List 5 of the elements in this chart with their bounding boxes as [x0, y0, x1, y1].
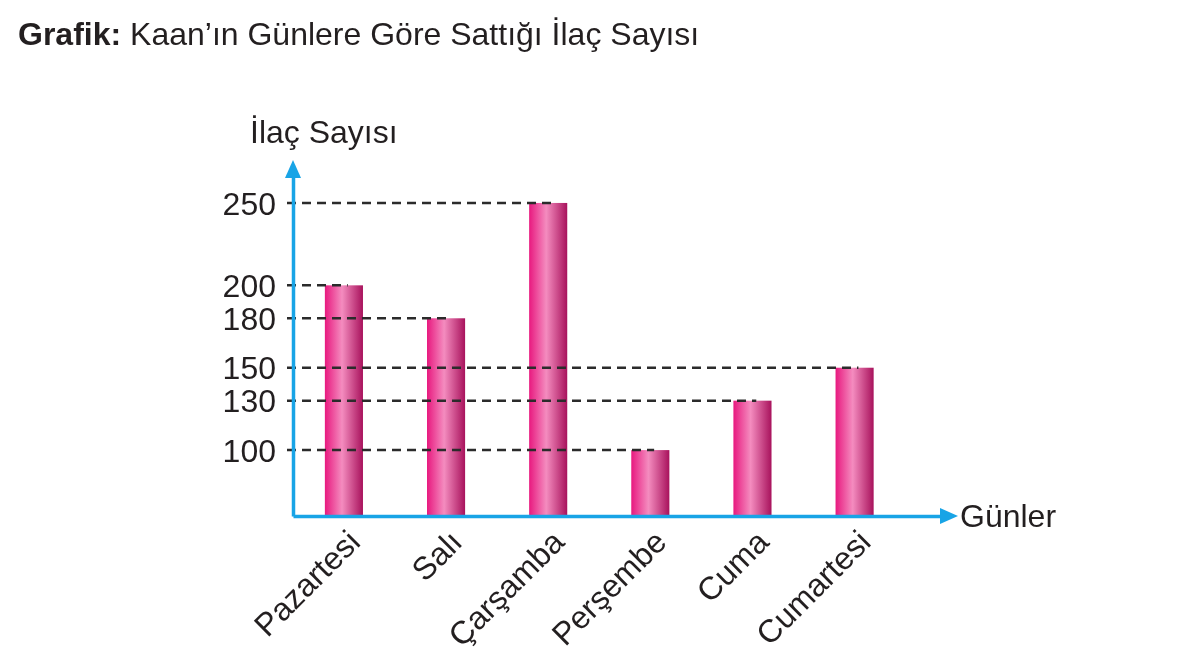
x-axis-title: Günler — [960, 498, 1057, 535]
y-tick-label: 100 — [222, 432, 276, 469]
chart-title: Grafik: Kaan’ın Günlere Göre Sattığı İlaç Sayısı — [18, 16, 700, 52]
y-axis-title: İlaç Sayısı — [250, 114, 398, 150]
y-tick-label: 250 — [222, 185, 276, 222]
